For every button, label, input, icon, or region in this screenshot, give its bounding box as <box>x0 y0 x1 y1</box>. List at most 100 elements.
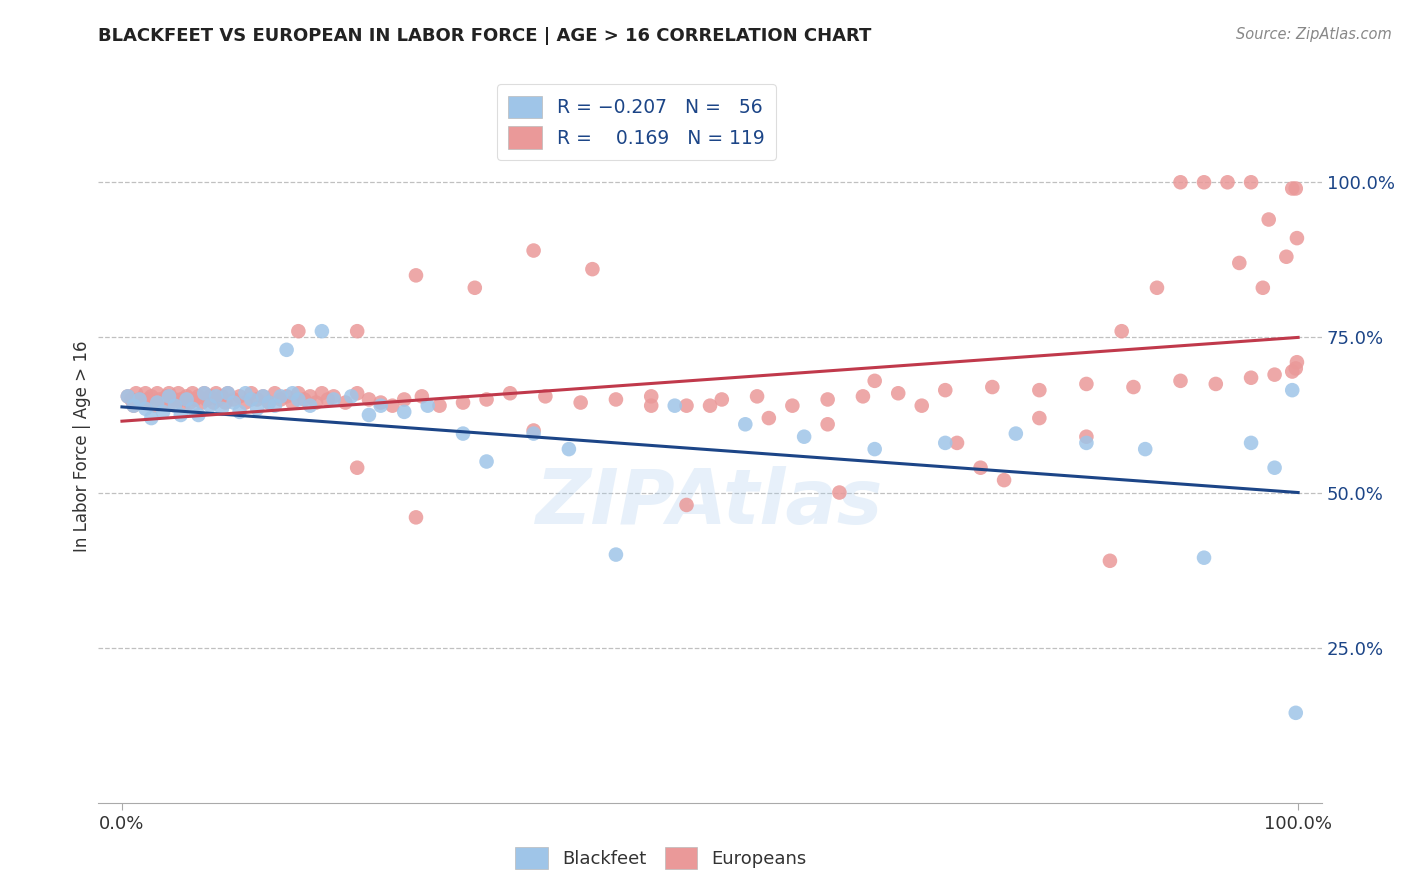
Point <box>195 392 218 407</box>
Point <box>1192 175 1215 189</box>
Point <box>228 389 250 403</box>
Point <box>263 386 285 401</box>
Point <box>581 262 603 277</box>
Point <box>276 389 298 403</box>
Point <box>1281 365 1303 379</box>
Point <box>1076 376 1098 391</box>
Point <box>179 395 201 409</box>
Point <box>392 405 416 419</box>
Point <box>207 392 229 407</box>
Point <box>176 392 198 407</box>
Point <box>1240 436 1263 450</box>
Point <box>734 417 756 432</box>
Point <box>228 405 250 419</box>
Point <box>464 281 486 295</box>
Point <box>969 460 991 475</box>
Point <box>1285 361 1308 376</box>
Point <box>1004 426 1026 441</box>
Point <box>934 436 956 450</box>
Point <box>1146 281 1168 295</box>
Point <box>305 395 328 409</box>
Point <box>181 401 204 416</box>
Point <box>569 395 592 409</box>
Point <box>252 389 274 403</box>
Point <box>117 389 139 403</box>
Point <box>416 399 439 413</box>
Point <box>370 399 392 413</box>
Point <box>640 389 662 403</box>
Point <box>163 392 186 407</box>
Point <box>299 389 322 403</box>
Point <box>605 392 627 407</box>
Point <box>1240 370 1263 384</box>
Point <box>523 424 546 438</box>
Point <box>981 380 1004 394</box>
Point <box>1240 175 1263 189</box>
Point <box>193 386 215 401</box>
Point <box>122 399 145 413</box>
Point <box>270 392 292 407</box>
Point <box>292 392 315 407</box>
Point <box>1281 181 1303 195</box>
Point <box>1264 368 1286 382</box>
Point <box>1264 460 1286 475</box>
Point <box>205 386 228 401</box>
Point <box>605 548 627 562</box>
Point <box>120 392 142 407</box>
Point <box>270 389 292 403</box>
Point <box>316 392 339 407</box>
Point <box>170 408 193 422</box>
Point <box>664 399 686 413</box>
Point <box>523 244 546 258</box>
Point <box>1135 442 1157 456</box>
Text: ZIPAtlas: ZIPAtlas <box>536 467 884 540</box>
Legend: Blackfeet, Europeans: Blackfeet, Europeans <box>508 839 814 876</box>
Point <box>534 389 557 403</box>
Point <box>1122 380 1144 394</box>
Point <box>381 399 404 413</box>
Point <box>217 386 239 401</box>
Point <box>523 426 546 441</box>
Point <box>1076 436 1098 450</box>
Point <box>141 389 163 403</box>
Point <box>828 485 851 500</box>
Point <box>1227 256 1250 270</box>
Point <box>429 399 451 413</box>
Point <box>675 399 697 413</box>
Point <box>152 405 174 419</box>
Point <box>1285 181 1308 195</box>
Point <box>152 395 174 409</box>
Point <box>322 389 344 403</box>
Point <box>1285 355 1308 369</box>
Point <box>346 386 368 401</box>
Point <box>405 268 427 283</box>
Point <box>1028 383 1050 397</box>
Point <box>167 386 190 401</box>
Point <box>136 392 159 407</box>
Point <box>946 436 969 450</box>
Point <box>122 399 145 413</box>
Point <box>699 399 721 413</box>
Y-axis label: In Labor Force | Age > 16: In Labor Force | Age > 16 <box>73 340 91 552</box>
Point <box>451 395 474 409</box>
Point <box>156 389 179 403</box>
Point <box>793 430 815 444</box>
Point <box>222 395 245 409</box>
Point <box>163 399 186 413</box>
Point <box>1216 175 1239 189</box>
Point <box>817 392 839 407</box>
Point <box>1257 212 1279 227</box>
Point <box>299 399 322 413</box>
Point <box>172 399 194 413</box>
Point <box>198 389 221 403</box>
Point <box>1028 411 1050 425</box>
Point <box>134 386 156 401</box>
Point <box>287 392 309 407</box>
Point <box>475 392 498 407</box>
Point <box>1251 281 1274 295</box>
Point <box>1205 376 1227 391</box>
Point <box>160 395 183 409</box>
Point <box>287 324 309 338</box>
Point <box>184 392 207 407</box>
Point <box>125 386 148 401</box>
